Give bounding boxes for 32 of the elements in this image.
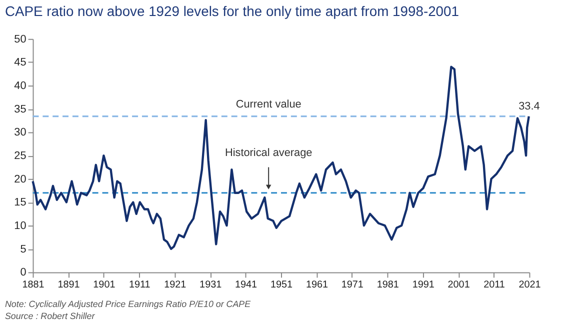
text: Note: Cyclically Adjusted Price Earnings Ratio P/E10 or CAPE	[4, 298, 252, 309]
y-tick-label: 15	[14, 196, 26, 209]
x-tick-label: 1891	[58, 280, 80, 291]
source-note: Source : Robert Shiller	[4, 310, 96, 321]
x-tick-label: 2011	[484, 280, 506, 291]
x-tick-label: 1971	[341, 280, 364, 291]
y-tick-label: 0	[20, 266, 26, 279]
x-tick-label: 2001	[448, 280, 470, 291]
y-tick-label: 35	[14, 103, 26, 116]
x-tick-label: 1911	[128, 280, 151, 291]
x-tick-label: 1921	[164, 280, 187, 291]
x-tick-label: 1991	[412, 280, 435, 291]
x-tick-label: 1901	[93, 280, 116, 291]
x-tick-label: 1951	[270, 280, 293, 291]
y-tick-label: 20	[14, 173, 26, 186]
y-tick-label: 50	[14, 33, 26, 46]
x-tick-label: 2021	[518, 280, 542, 291]
y-tick-label: 30	[14, 126, 26, 139]
y-tick-label: 45	[14, 56, 26, 69]
y-tick-label: 10	[14, 220, 26, 232]
y-tick-label: 40	[14, 80, 26, 92]
ref-line-label: Historical average	[224, 147, 312, 160]
chart-title: CAPE ratio now above 1929 levels for the only time apart from 1998-2001	[4, 3, 460, 20]
x-tick-label: 1961	[306, 280, 328, 291]
y-tick-label: 5	[20, 243, 26, 256]
ref-line-label: Current value	[236, 98, 302, 110]
x-tick-label: 1941	[235, 280, 258, 291]
x-tick-label: 1981	[376, 280, 400, 291]
annotation: 33.4	[518, 100, 540, 112]
y-tick-label: 25	[14, 150, 26, 162]
x-tick-label: 1881	[22, 280, 45, 291]
x-tick-label: 1931	[200, 280, 222, 291]
